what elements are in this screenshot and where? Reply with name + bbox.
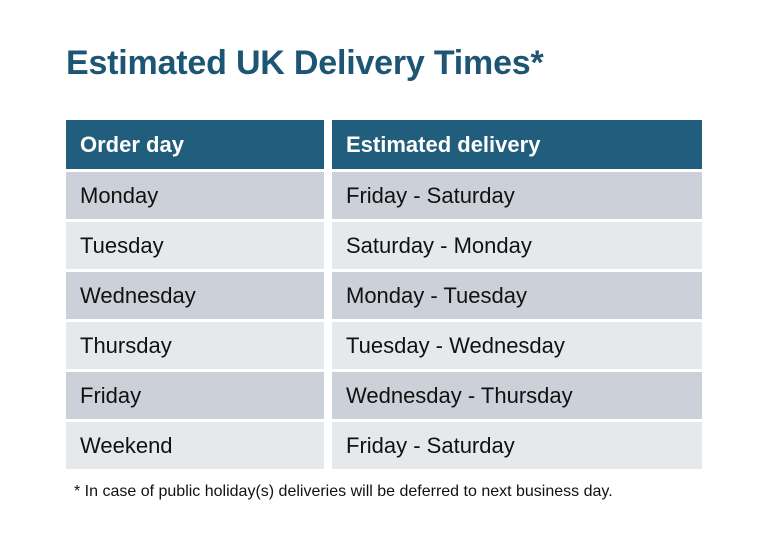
table-row: Wednesday Monday - Tuesday <box>66 272 702 319</box>
cell-estimated-delivery: Saturday - Monday <box>332 222 702 269</box>
table-row: Monday Friday - Saturday <box>66 172 702 219</box>
table-row: Friday Wednesday - Thursday <box>66 372 702 419</box>
delivery-times-table: Order day Estimated delivery Monday Frid… <box>66 120 702 469</box>
footnote-text: * In case of public holiday(s) deliverie… <box>74 483 613 500</box>
table-row: Thursday Tuesday - Wednesday <box>66 322 702 369</box>
cell-estimated-delivery: Friday - Saturday <box>332 422 702 469</box>
table-header-row: Order day Estimated delivery <box>66 120 702 169</box>
page-title: Estimated UK Delivery Times* <box>66 44 544 82</box>
cell-order-day: Monday <box>66 172 324 219</box>
cell-order-day: Weekend <box>66 422 324 469</box>
cell-order-day: Friday <box>66 372 324 419</box>
cell-estimated-delivery: Friday - Saturday <box>332 172 702 219</box>
column-header-estimated-delivery: Estimated delivery <box>332 120 702 169</box>
cell-estimated-delivery: Tuesday - Wednesday <box>332 322 702 369</box>
cell-estimated-delivery: Monday - Tuesday <box>332 272 702 319</box>
table-row: Tuesday Saturday - Monday <box>66 222 702 269</box>
cell-estimated-delivery: Wednesday - Thursday <box>332 372 702 419</box>
cell-order-day: Tuesday <box>66 222 324 269</box>
cell-order-day: Thursday <box>66 322 324 369</box>
cell-order-day: Wednesday <box>66 272 324 319</box>
column-header-order-day: Order day <box>66 120 324 169</box>
table-row: Weekend Friday - Saturday <box>66 422 702 469</box>
